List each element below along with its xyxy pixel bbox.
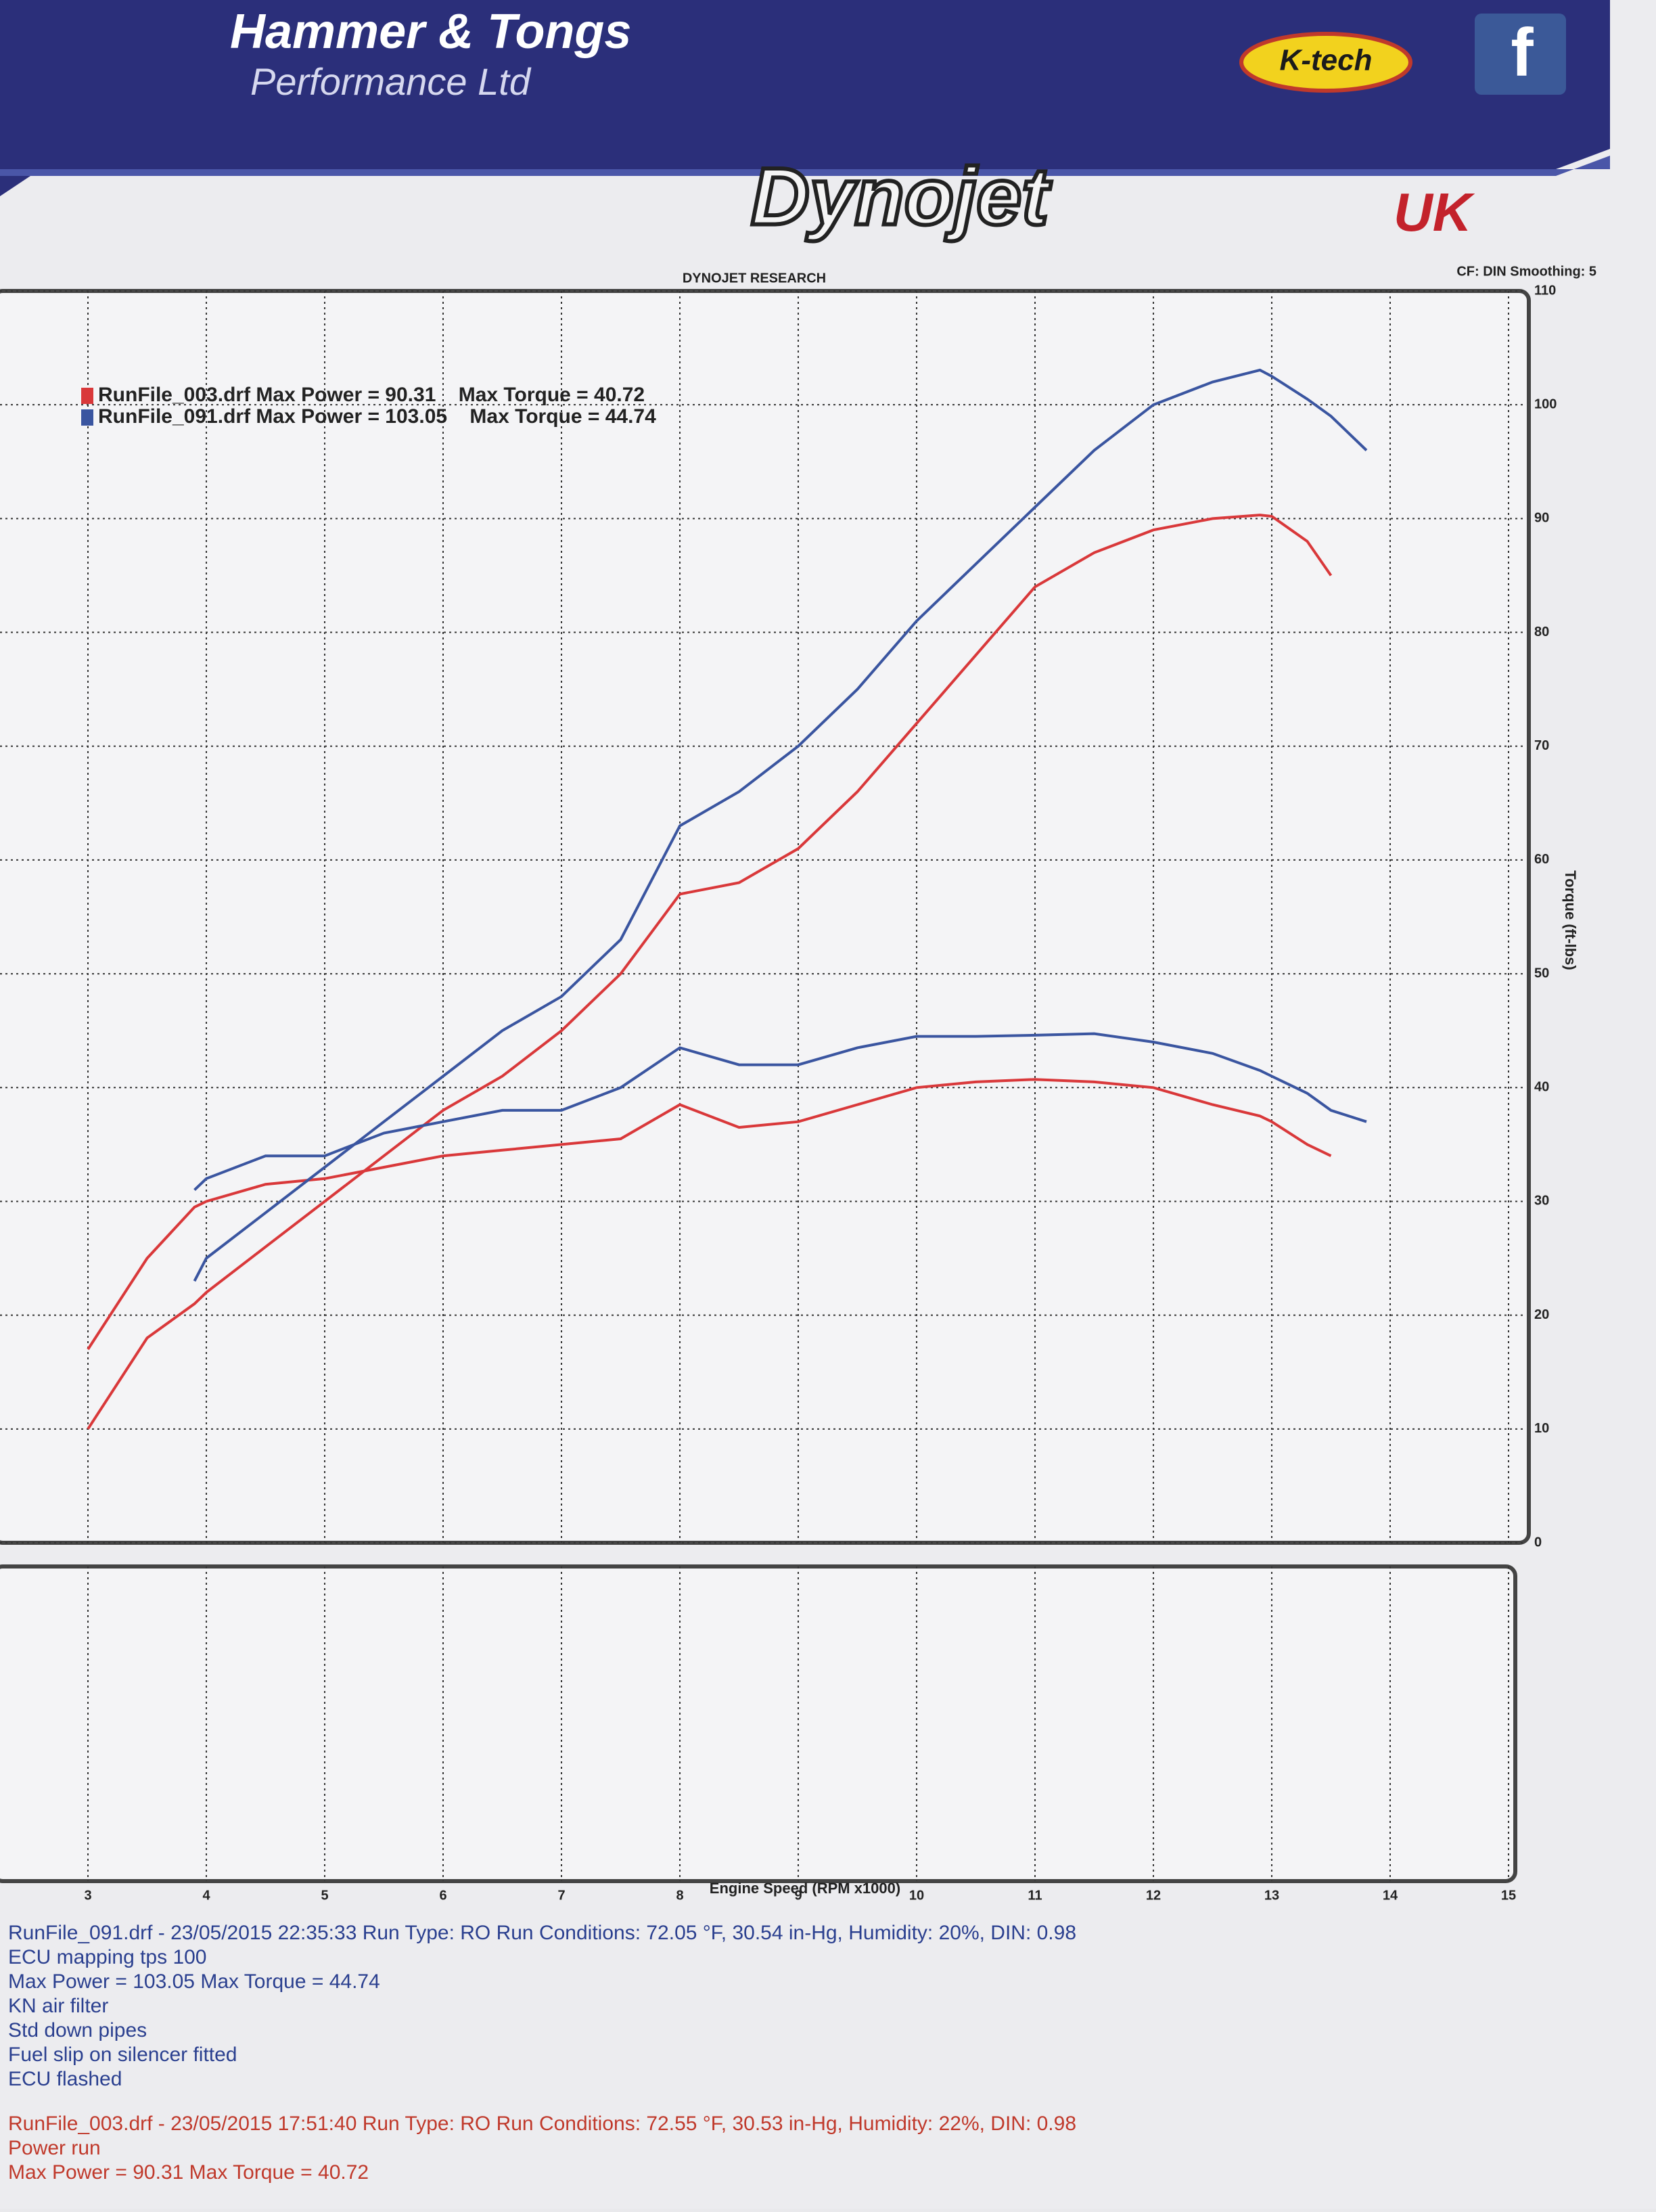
torque-line: [193, 1032, 1367, 1192]
legend-swatch: [81, 409, 93, 426]
header-stripe: [0, 156, 1610, 176]
y-tick-label: 80: [1534, 625, 1549, 639]
social-letter: f: [1511, 14, 1534, 90]
brand: Dynojet: [751, 152, 1052, 242]
x-tick-label: 15: [1501, 1888, 1516, 1903]
x-tick-label: 9: [794, 1888, 802, 1903]
power-line: [87, 514, 1333, 1430]
y-tick-label: 60: [1534, 852, 1549, 867]
y-tick-label: 110: [1534, 283, 1556, 298]
legend-label: RunFile_003.drf Max Power = 90.31 Max To…: [98, 384, 645, 406]
note-line: RunFile_091.drf - 23/05/2015 22:35:33 Ru…: [8, 1922, 1076, 1944]
company-name: Hammer & Tongs: [230, 5, 631, 59]
x-tick-label: 10: [909, 1888, 924, 1903]
x-tick-label: 5: [321, 1888, 328, 1903]
note-line: Power run: [8, 2137, 101, 2159]
social-icon: [1475, 14, 1566, 95]
x-tick-label: 11: [1028, 1888, 1042, 1903]
note-line: ECU mapping tps 100: [8, 1946, 207, 1968]
y-tick-label: 70: [1534, 738, 1549, 753]
y-tick-label: 90: [1534, 511, 1549, 526]
notes: RunFile_091.drf - 23/05/2015 22:35:33 Ru…: [8, 1922, 1076, 2184]
x-tick-label: 14: [1383, 1888, 1398, 1903]
x-tick-label: 3: [84, 1888, 91, 1903]
y-tick-label: 40: [1534, 1080, 1549, 1095]
y-axis-title: Torque (ft-lbs): [1562, 870, 1579, 970]
y-tick-label: 10: [1534, 1421, 1549, 1436]
x-tick-label: 6: [439, 1888, 446, 1903]
brand-region: UK: [1394, 182, 1475, 242]
sponsor-logo: [1239, 32, 1412, 93]
y-tick-label: 30: [1534, 1194, 1549, 1209]
legend-label: RunFile_091.drf Max Power = 103.05 Max T…: [98, 405, 656, 428]
torque-line: [87, 1078, 1332, 1351]
x-tick-label: 8: [676, 1888, 683, 1903]
chart-title: DYNOJET RESEARCH: [683, 271, 826, 286]
y-tick-label: 0: [1534, 1535, 1542, 1550]
note-line: RunFile_003.drf - 23/05/2015 17:51:40 Ru…: [8, 2113, 1076, 2135]
note-line: Fuel slip on silencer fitted: [8, 2044, 237, 2066]
legend-swatch: [81, 388, 93, 404]
chart-subtitle: CF: DIN Smoothing: 5: [1456, 264, 1596, 279]
note-line: KN air filter: [8, 1995, 108, 2017]
note-line: Max Power = 103.05 Max Torque = 44.74: [8, 1970, 380, 1993]
lower-panel: [0, 1564, 1517, 1883]
power-line: [193, 368, 1368, 1282]
note-line: Std down pipes: [8, 2019, 147, 2041]
x-tick-label: 13: [1264, 1888, 1279, 1903]
y-tick-label: 20: [1534, 1307, 1549, 1322]
note-line: ECU flashed: [8, 2068, 122, 2090]
company-sub: Performance Ltd: [250, 60, 532, 103]
header-band: [0, 0, 1610, 196]
y-tick-label: 100: [1534, 397, 1557, 411]
x-tick-label: 7: [557, 1888, 565, 1903]
y-tick-label: 50: [1534, 966, 1549, 980]
upper-panel: [0, 289, 1531, 1545]
x-axis-title: Engine Speed (RPM x1000): [710, 1880, 900, 1897]
sponsor-name: K-tech: [1280, 44, 1373, 77]
note-line: Max Power = 90.31 Max Torque = 40.72: [8, 2161, 369, 2184]
x-tick-label: 4: [202, 1888, 210, 1903]
x-tick-label: 12: [1146, 1888, 1161, 1903]
